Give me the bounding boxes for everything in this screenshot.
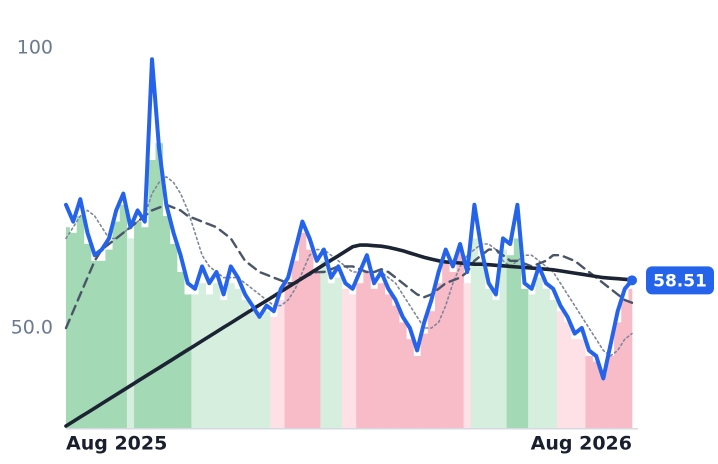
bar	[370, 288, 378, 429]
bar	[248, 311, 257, 429]
bar	[177, 272, 185, 429]
bar	[76, 216, 85, 429]
bar	[621, 300, 629, 429]
bar	[212, 283, 221, 429]
bar	[191, 294, 199, 429]
value-label: 58.51	[653, 271, 707, 291]
bar	[141, 227, 149, 429]
bar	[492, 300, 500, 429]
bar	[334, 277, 343, 429]
bar	[449, 272, 457, 429]
bar	[549, 300, 558, 429]
bar	[184, 294, 192, 429]
bar	[434, 283, 443, 429]
bar	[628, 288, 633, 429]
bar	[105, 249, 113, 429]
bar	[563, 322, 572, 429]
bar	[155, 143, 164, 429]
bar	[391, 305, 400, 429]
bar	[513, 238, 522, 429]
bar	[341, 288, 350, 429]
bar	[535, 277, 543, 429]
y-tick-label: 100	[17, 37, 53, 59]
bar	[506, 255, 515, 429]
y-tick-label: 50.0	[11, 317, 53, 339]
bar	[134, 221, 142, 429]
bar	[528, 294, 536, 429]
bar	[377, 283, 386, 429]
bar	[427, 311, 436, 429]
bar	[119, 204, 128, 429]
bar	[406, 339, 414, 429]
bar	[606, 356, 615, 429]
bar	[413, 356, 421, 429]
bar	[349, 294, 357, 429]
bar	[599, 372, 608, 429]
bar	[485, 288, 493, 429]
bar	[234, 288, 242, 429]
bar	[356, 283, 364, 429]
bar	[169, 244, 178, 429]
bar	[499, 249, 507, 429]
bar	[162, 216, 171, 429]
bar	[263, 311, 271, 429]
bar	[363, 272, 371, 429]
bar	[277, 300, 285, 429]
bar	[585, 356, 593, 429]
bar	[320, 260, 328, 429]
bar	[456, 249, 464, 429]
bar	[592, 361, 601, 429]
bar	[255, 316, 264, 429]
x-tick-label: Aug 2025	[66, 433, 167, 455]
x-tick-label: Aug 2026	[531, 433, 632, 455]
last-point	[627, 275, 637, 286]
bar	[477, 260, 486, 429]
bar	[198, 283, 207, 429]
line-dashed	[64, 203, 634, 330]
bar	[399, 322, 407, 429]
bar	[270, 316, 278, 429]
bar	[148, 160, 156, 429]
line-main	[64, 57, 634, 381]
bar	[520, 288, 529, 429]
bar	[227, 283, 235, 429]
bar	[313, 272, 321, 429]
bar	[126, 238, 135, 429]
bar	[220, 300, 228, 429]
bar	[241, 300, 249, 429]
bar	[571, 339, 579, 429]
bar	[98, 260, 106, 429]
bar	[66, 227, 70, 429]
bar	[614, 322, 622, 429]
bar	[205, 294, 214, 429]
bar	[284, 283, 292, 429]
bar	[306, 249, 314, 429]
bar	[556, 311, 565, 429]
bar	[91, 260, 99, 429]
value-badge	[646, 266, 714, 295]
bar	[291, 260, 300, 429]
bar	[470, 238, 479, 429]
bar	[112, 221, 121, 429]
bar	[69, 232, 78, 429]
bar	[327, 283, 335, 429]
bar	[442, 260, 450, 429]
bar	[420, 333, 429, 429]
bar	[463, 283, 472, 429]
bar	[83, 244, 92, 429]
bar	[298, 232, 307, 429]
bar	[578, 339, 586, 429]
bar	[542, 288, 550, 429]
bar	[384, 294, 393, 429]
